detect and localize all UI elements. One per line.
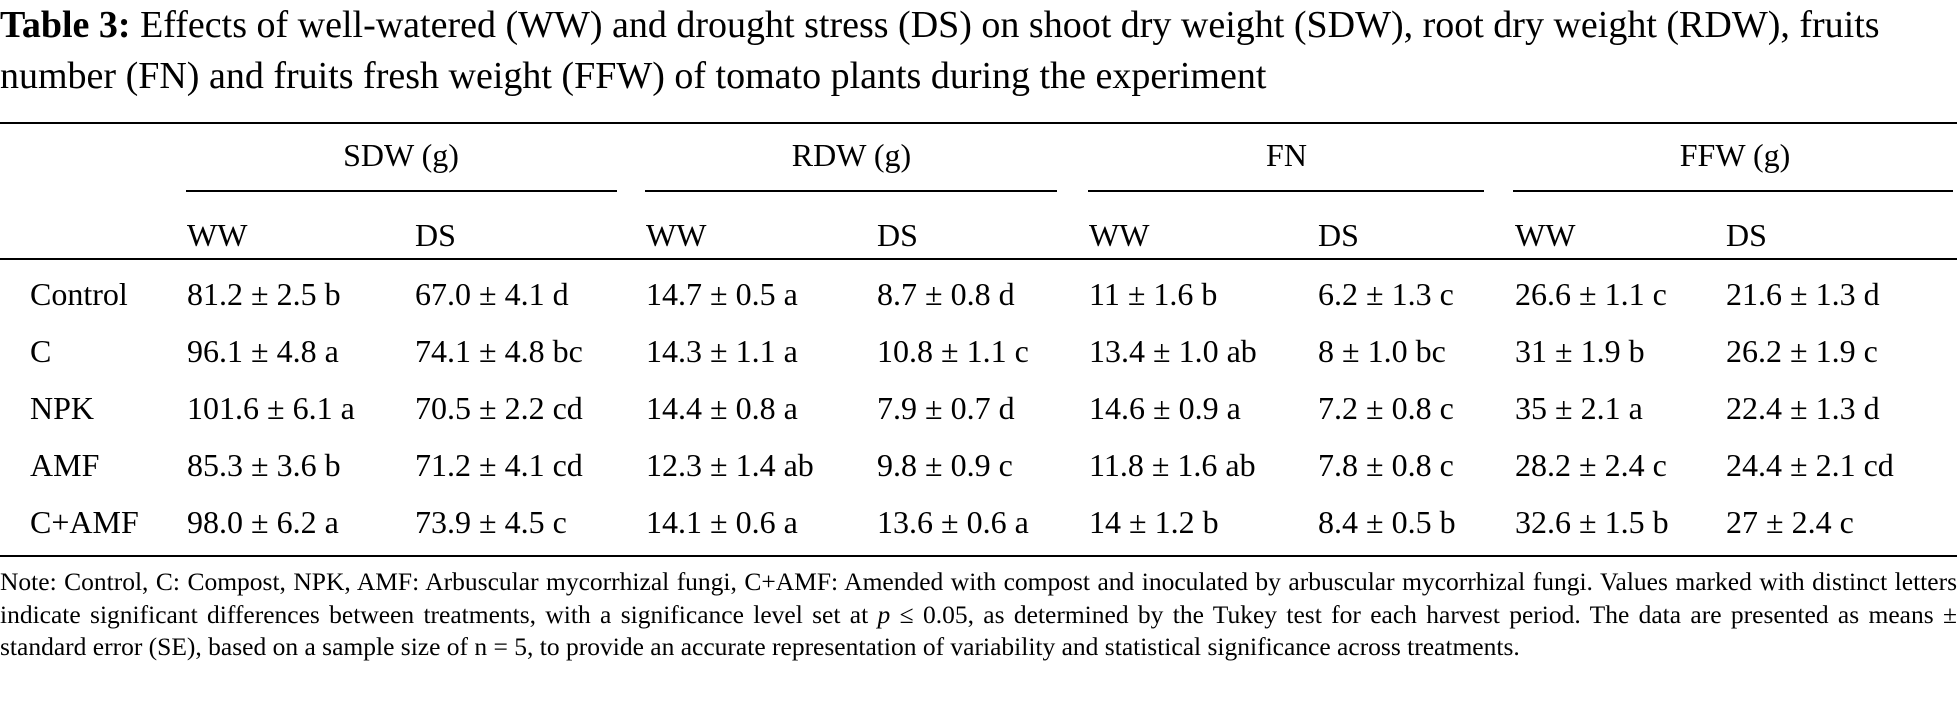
table-cell: 9.8 ± 0.9 c — [877, 447, 1013, 483]
group-header-rdw: RDW (g) — [791, 137, 912, 173]
table-caption: Table 3: Effects of well-watered (WW) an… — [0, 0, 1957, 102]
table-cell: 27 ± 2.4 c — [1726, 504, 1854, 540]
table-cell: 10.8 ± 1.1 c — [877, 333, 1029, 369]
table-cell: 71.2 ± 4.1 cd — [415, 447, 583, 483]
row-label-c-amf: C+AMF — [30, 504, 139, 540]
table-cell: 31 ± 1.9 b — [1515, 333, 1645, 369]
table-cell: 7.2 ± 0.8 c — [1318, 390, 1454, 426]
table-cell: 85.3 ± 3.6 b — [187, 447, 341, 483]
table-cell: 24.4 ± 2.1 cd — [1726, 447, 1894, 483]
table-cell: 7.9 ± 0.7 d — [877, 390, 1015, 426]
subheader-ffw-ww: WW — [1515, 217, 1576, 253]
table-cell: 14 ± 1.2 b — [1089, 504, 1219, 540]
row-label-c: C — [30, 333, 52, 369]
table-cell: 21.6 ± 1.3 d — [1726, 276, 1880, 312]
table-cell: 22.4 ± 1.3 d — [1726, 390, 1880, 426]
group-header-ffw: FFW (g) — [1679, 137, 1791, 173]
table-cell: 26.2 ± 1.9 c — [1726, 333, 1878, 369]
subheader-sdw-ww: WW — [187, 217, 248, 253]
note-p-symbol: p — [877, 599, 891, 629]
row-label-control: Control — [30, 276, 128, 312]
subheader-ffw-ds: DS — [1726, 217, 1767, 253]
table-title: Effects of well-watered (WW) and drought… — [0, 4, 1880, 97]
group-header-fn: FN — [1266, 137, 1307, 173]
table-cell: 14.7 ± 0.5 a — [646, 276, 798, 312]
table-cell: 26.6 ± 1.1 c — [1515, 276, 1667, 312]
table-cell: 35 ± 2.1 a — [1515, 390, 1643, 426]
group-underline-fn — [1088, 190, 1484, 192]
table-cell: 74.1 ± 4.8 bc — [415, 333, 583, 369]
note-text-1: Note: Control, C: Compost, NPK, AMF: Arb… — [0, 567, 1957, 629]
table-cell: 13.4 ± 1.0 ab — [1089, 333, 1257, 369]
group-underline-sdw — [186, 190, 617, 192]
table-cell: 67.0 ± 4.1 d — [415, 276, 569, 312]
table-cell: 11.8 ± 1.6 ab — [1089, 447, 1256, 483]
table-cell: 13.6 ± 0.6 a — [877, 504, 1029, 540]
table-cell: 28.2 ± 2.4 c — [1515, 447, 1667, 483]
table-label: Table 3: — [0, 4, 131, 46]
group-underline-ffw — [1513, 190, 1953, 192]
table-cell: 14.1 ± 0.6 a — [646, 504, 798, 540]
table-cell: 11 ± 1.6 b — [1089, 276, 1218, 312]
table-cell: 12.3 ± 1.4 ab — [646, 447, 814, 483]
subheader-fn-ds: DS — [1318, 217, 1359, 253]
table-cell: 98.0 ± 6.2 a — [187, 504, 339, 540]
table-cell: 8.7 ± 0.8 d — [877, 276, 1015, 312]
header-rule — [0, 258, 1957, 260]
table-cell: 8.4 ± 0.5 b — [1318, 504, 1456, 540]
table-cell: 81.2 ± 2.5 b — [187, 276, 341, 312]
bottom-rule — [0, 555, 1957, 557]
table-cell: 7.8 ± 0.8 c — [1318, 447, 1454, 483]
top-rule — [0, 122, 1957, 124]
table-cell: 70.5 ± 2.2 cd — [415, 390, 583, 426]
table-cell: 32.6 ± 1.5 b — [1515, 504, 1669, 540]
row-label-amf: AMF — [30, 447, 100, 483]
table-cell: 14.6 ± 0.9 a — [1089, 390, 1241, 426]
table-cell: 6.2 ± 1.3 c — [1318, 276, 1454, 312]
group-header-sdw: SDW (g) — [343, 137, 459, 173]
table-note: Note: Control, C: Compost, NPK, AMF: Arb… — [0, 566, 1957, 664]
subheader-fn-ww: WW — [1089, 217, 1150, 253]
table-cell: 101.6 ± 6.1 a — [187, 390, 355, 426]
group-underline-rdw — [645, 190, 1057, 192]
subheader-sdw-ds: DS — [415, 217, 456, 253]
subheader-rdw-ds: DS — [877, 217, 918, 253]
subheader-rdw-ww: WW — [646, 217, 707, 253]
table-cell: 14.3 ± 1.1 a — [646, 333, 798, 369]
table-cell: 96.1 ± 4.8 a — [187, 333, 339, 369]
note-text-2: ≤ 0.05, as determined by the Tukey test … — [0, 599, 1957, 662]
row-label-npk: NPK — [30, 390, 95, 426]
table-cell: 73.9 ± 4.5 c — [415, 504, 567, 540]
table-cell: 8 ± 1.0 bc — [1318, 333, 1446, 369]
table-cell: 14.4 ± 0.8 a — [646, 390, 798, 426]
